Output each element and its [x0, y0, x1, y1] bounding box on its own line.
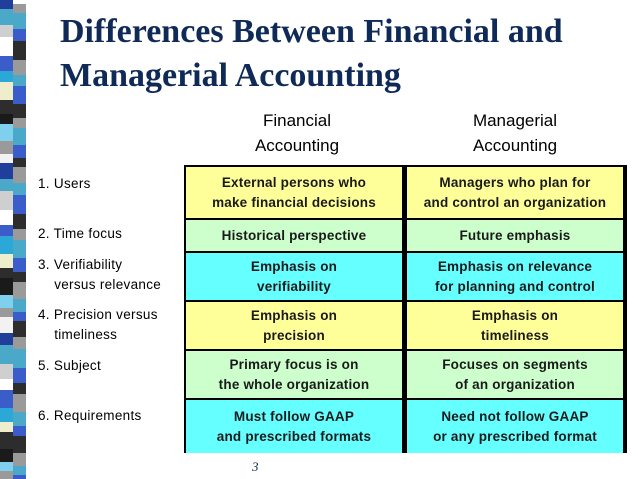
column-header-financial-line2: Accounting — [254, 136, 340, 155]
row-label-6: 6. Requirements — [38, 406, 188, 426]
cell-managerial-row-6: Need not follow GAAP or any prescribed fo… — [407, 400, 623, 453]
cell-financial-row-4: Emphasis on precision — [186, 302, 402, 349]
column-header-managerial: Managerial Accounting — [406, 108, 624, 158]
row-label-5-line1: 5. Subject — [38, 358, 102, 373]
decorative-side-stripe — [0, 0, 26, 479]
row-label-3: 3. Verifiability versus relevance — [38, 255, 188, 295]
row-label-2: 2. Time focus — [38, 224, 188, 244]
cell-managerial-row-2: Future emphasis — [407, 220, 623, 251]
cell-financial-row-5-line2: the whole organization — [218, 376, 370, 392]
cell-financial-row-1-line1: External persons who — [221, 174, 367, 190]
cell-managerial-row-3-line2: for planning and control — [434, 278, 596, 294]
cell-managerial-row-4-line2: timeliness — [480, 327, 549, 343]
cell-managerial-row-5: Focuses on segments of an organization — [407, 351, 623, 398]
cell-managerial-row-5-line2: of an organization — [455, 376, 575, 392]
row-label-5: 5. Subject — [38, 356, 188, 376]
page-number: 3 — [252, 459, 259, 474]
cell-managerial-row-2-line1: Future emphasis — [459, 227, 571, 243]
cell-managerial-row-6-line2: or any prescribed format — [433, 428, 597, 444]
cell-managerial-row-3: Emphasis on relevance for planning and co… — [407, 253, 623, 300]
cell-financial-row-3-line1: Emphasis on — [250, 258, 338, 274]
cell-financial-row-2-line1: Historical perspective — [221, 227, 367, 243]
cell-financial-row-4-line1: Emphasis on — [250, 307, 338, 323]
cell-financial-row-5-line1: Primary focus is on — [229, 356, 359, 372]
row-label-3-line1: 3. Verifiability — [38, 257, 123, 272]
column-header-managerial-line2: Accounting — [472, 136, 558, 155]
row-label-4-line1: 4. Precision versus — [38, 307, 158, 322]
column-header-financial: Financial Accounting — [188, 108, 406, 158]
cell-financial-row-6-line1: Must follow GAAP — [233, 408, 355, 424]
column-header-managerial-line1: Managerial — [472, 111, 558, 130]
row-label-6-line1: 6. Requirements — [38, 408, 142, 423]
row-label-1: 1. Users — [38, 174, 188, 194]
cell-managerial-row-5-line1: Focuses on segments — [442, 356, 588, 372]
comparison-table: External persons who make financial decis… — [184, 165, 627, 453]
cell-managerial-row-6-line1: Need not follow GAAP — [441, 408, 589, 424]
row-label-4-line2: timeliness — [38, 327, 118, 342]
cell-financial-row-3-line2: verifiability — [257, 278, 331, 294]
row-label-4: 4. Precision versus timeliness — [38, 305, 188, 345]
row-label-2-line1: 2. Time focus — [38, 226, 123, 241]
cell-managerial-row-1-line1: Managers who plan for — [439, 174, 591, 190]
cell-managerial-row-4: Emphasis on timeliness — [407, 302, 623, 349]
title-line-1: Differences Between Financial and — [60, 13, 563, 50]
column-header-financial-line1: Financial — [262, 111, 332, 130]
cell-managerial-row-4-line1: Emphasis on — [471, 307, 559, 323]
cell-managerial-row-3-line1: Emphasis on relevance — [437, 258, 593, 274]
cell-financial-row-4-line2: precision — [263, 327, 325, 343]
cell-financial-row-1-line2: make financial decisions — [212, 194, 376, 210]
row-label-1-line1: 1. Users — [38, 176, 91, 191]
row-label-3-line2: versus relevance — [38, 277, 162, 292]
slide-title: Differences Between Financial and Manage… — [60, 10, 630, 98]
cell-managerial-row-1-line2: and control an organization — [423, 194, 607, 210]
cell-financial-row-5: Primary focus is on the whole organizatio… — [186, 351, 402, 398]
cell-financial-row-6: Must follow GAAP and prescribed formats — [186, 400, 402, 453]
cell-financial-row-1: External persons who make financial decis… — [186, 167, 402, 218]
cell-managerial-row-1: Managers who plan for and control an orga… — [407, 167, 623, 218]
cell-financial-row-2: Historical perspective — [186, 220, 402, 251]
title-line-2: Managerial Accounting — [60, 57, 401, 94]
cell-financial-row-6-line2: and prescribed formats — [216, 428, 372, 444]
cell-financial-row-3: Emphasis on verifiability — [186, 253, 402, 300]
